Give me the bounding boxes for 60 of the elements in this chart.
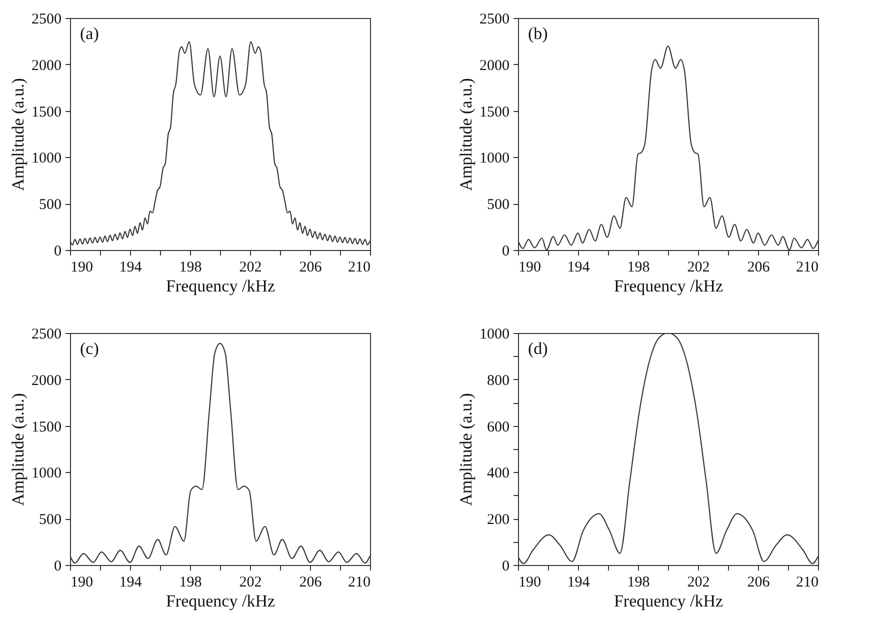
annotation: (d): [528, 339, 548, 358]
y-tick-label: 0: [502, 244, 510, 260]
annotation: (a): [80, 24, 99, 43]
y-tick-label: 0: [54, 244, 62, 260]
x-tick-label: 198: [627, 574, 650, 590]
y-tick-label: 200: [487, 512, 510, 528]
y-tick-label: 1000: [32, 466, 62, 482]
y-axis-title: Amplitude (a.u.): [456, 393, 476, 506]
x-tick-label: 198: [179, 260, 202, 276]
x-tick-label: 198: [627, 260, 650, 276]
y-tick-label: 1000: [480, 150, 510, 167]
x-tick-label: 206: [299, 574, 322, 590]
y-axis-title: Amplitude (a.u.): [8, 78, 28, 191]
y-tick-label: 1000: [32, 150, 62, 167]
x-tick-label: 194: [119, 574, 142, 590]
x-tick-label: 202: [239, 260, 262, 276]
x-tick-label: 198: [179, 574, 202, 590]
y-tick-label: 0: [54, 558, 62, 574]
annotation: (c): [80, 339, 99, 358]
y-tick-label: 2000: [32, 58, 62, 74]
x-axis-title: Frequency /kHz: [614, 276, 724, 296]
y-tick-label: 500: [487, 197, 510, 214]
y-tick-label: 2500: [32, 12, 62, 28]
x-tick-label: 194: [567, 260, 590, 276]
x-tick-label: 206: [747, 260, 770, 276]
x-tick-label: 194: [119, 260, 142, 276]
y-tick-label: 1500: [32, 419, 62, 436]
y-tick-label: 500: [39, 512, 62, 528]
y-axis-title: Amplitude (a.u.): [8, 393, 28, 506]
y-tick-label: 2000: [480, 58, 510, 74]
x-axis-title: Frequency /kHz: [614, 592, 724, 610]
x-tick-label: 210: [348, 574, 370, 590]
x-tick-label: 190: [70, 574, 93, 590]
y-tick-label: 800: [487, 372, 510, 389]
y-tick-label: 1500: [32, 104, 62, 120]
x-tick-label: 190: [518, 574, 541, 590]
y-tick-label: 500: [39, 197, 62, 214]
x-tick-label: 190: [70, 260, 93, 276]
annotation: (b): [528, 24, 548, 43]
y-tick-label: 600: [487, 419, 510, 436]
x-tick-label: 210: [796, 260, 818, 276]
y-tick-label: 1000: [480, 326, 510, 342]
x-axis-title: Frequency /kHz: [166, 592, 276, 610]
x-tick-label: 202: [239, 574, 262, 590]
x-tick-label: 206: [747, 574, 770, 590]
y-tick-label: 2500: [32, 326, 62, 342]
y-tick-label: 2500: [480, 12, 510, 28]
x-tick-label: 190: [518, 260, 541, 276]
x-tick-label: 202: [687, 574, 710, 590]
y-tick-label: 400: [487, 466, 510, 482]
y-axis-title: Amplitude (a.u.): [456, 78, 476, 191]
x-axis-title: Frequency /kHz: [166, 276, 276, 296]
x-tick-label: 194: [567, 574, 590, 590]
x-tick-label: 206: [299, 260, 322, 276]
y-tick-label: 0: [502, 558, 510, 574]
x-tick-label: 210: [796, 574, 818, 590]
x-tick-label: 202: [687, 260, 710, 276]
x-tick-label: 210: [348, 260, 370, 276]
y-tick-label: 2000: [32, 372, 62, 389]
y-tick-label: 1500: [480, 104, 510, 120]
